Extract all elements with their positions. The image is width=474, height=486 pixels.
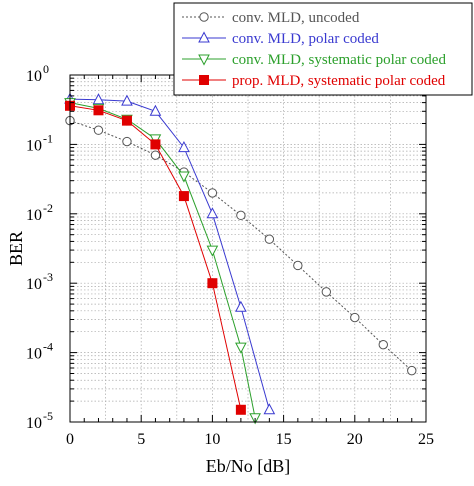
- data-point: [321, 287, 332, 297]
- data-point: [207, 278, 218, 289]
- legend-label: conv. MLD, systematic polar coded: [232, 52, 446, 68]
- x-tick-labels: 0 5 10 15 20 25: [66, 431, 434, 448]
- data-point: [150, 150, 161, 160]
- series-3: [64, 98, 261, 425]
- data-point: [264, 234, 275, 244]
- data-point: [236, 210, 246, 221]
- data-point: [121, 94, 133, 106]
- data-point: [149, 104, 162, 116]
- y-tick-label-exponent: 0: [43, 62, 49, 76]
- x-tick-label: 20: [347, 431, 363, 448]
- data-point: [178, 171, 190, 183]
- data-point: [93, 105, 104, 116]
- data-point: [178, 141, 190, 153]
- data-point: [263, 403, 276, 415]
- legend-entry: conv. MLD, uncoded: [182, 10, 360, 26]
- y-tick-label-exponent: -1: [43, 131, 53, 145]
- data-point: [407, 365, 417, 376]
- y-tick-label-base: 10: [26, 276, 42, 293]
- data-point: [235, 300, 247, 312]
- legend-label: prop. MLD, systematic polar coded: [232, 73, 446, 89]
- y-tick-label: 10 -2: [26, 201, 53, 224]
- y-tick-label: 10 -1: [26, 131, 53, 154]
- y-tick-label-base: 10: [26, 68, 42, 85]
- legend-marker: [199, 75, 209, 85]
- x-tick-label: 25: [418, 431, 434, 448]
- y-tick-label-exponent: -4: [43, 340, 53, 354]
- x-axis-label: Eb/No [dB]: [206, 456, 291, 476]
- legend-entry: conv. MLD, polar coded: [182, 31, 379, 47]
- data-point: [206, 245, 219, 257]
- data-point: [178, 191, 189, 202]
- legend-marker: [198, 31, 210, 43]
- data-point: [121, 115, 132, 126]
- series-line: [69, 102, 256, 418]
- series-layer: [64, 92, 417, 425]
- y-tick-label-base: 10: [26, 346, 42, 363]
- series-2: [64, 92, 276, 415]
- data-point: [92, 93, 105, 105]
- y-tick-label: 10 -5: [26, 409, 53, 432]
- data-point: [378, 339, 388, 350]
- y-tick-label: 10 -4: [26, 340, 53, 363]
- series-line: [69, 98, 270, 410]
- data-point: [235, 342, 247, 354]
- x-tick-label: 10: [204, 431, 220, 448]
- data-point: [206, 207, 219, 219]
- y-tick-label-exponent: -5: [43, 409, 53, 423]
- series-line: [69, 120, 413, 371]
- legend-marker: [198, 54, 210, 66]
- y-tick-label-base: 10: [26, 207, 42, 224]
- legend-entry: prop. MLD, systematic polar coded: [182, 73, 446, 89]
- series-1: [65, 115, 417, 376]
- y-tick-label-exponent: -3: [43, 270, 53, 284]
- data-point: [93, 125, 104, 135]
- data-point: [293, 260, 303, 271]
- data-point: [122, 136, 132, 147]
- y-tick-label-exponent: -2: [43, 201, 53, 215]
- y-tick-label-base: 10: [26, 137, 42, 154]
- legend-label: conv. MLD, polar coded: [232, 31, 379, 47]
- legend-marker: [199, 12, 209, 22]
- y-tick-label: 10 0: [26, 62, 49, 85]
- x-tick-label: 0: [66, 431, 74, 448]
- legend: conv. MLD, uncoded conv. MLD, polar coded…: [173, 2, 473, 96]
- grid-lines: [69, 75, 427, 423]
- legend-label: conv. MLD, uncoded: [232, 10, 360, 26]
- legend-entry: conv. MLD, systematic polar coded: [182, 52, 446, 68]
- y-tick-label-base: 10: [26, 415, 42, 432]
- x-tick-label: 5: [137, 431, 145, 448]
- x-tick-label: 15: [276, 431, 292, 448]
- data-point: [207, 188, 218, 198]
- y-axis-label: BER: [6, 231, 26, 266]
- y-tick-label: 10 -3: [26, 270, 53, 293]
- series-4: [65, 100, 246, 415]
- data-point: [350, 312, 360, 323]
- data-point: [150, 139, 161, 150]
- data-point: [235, 404, 246, 415]
